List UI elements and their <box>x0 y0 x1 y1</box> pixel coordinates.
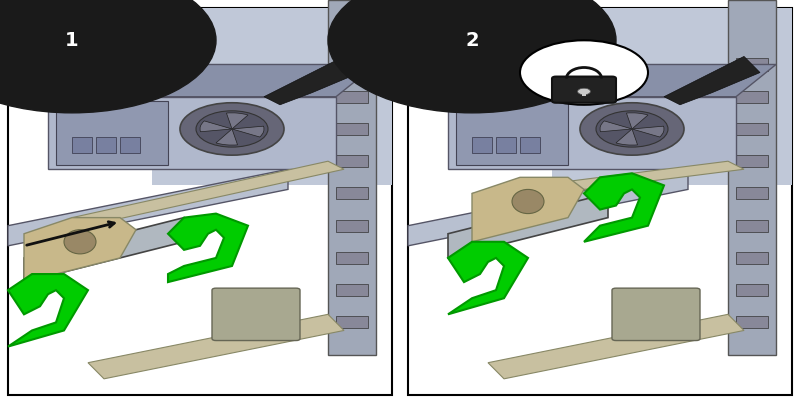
Wedge shape <box>200 121 232 132</box>
FancyBboxPatch shape <box>56 101 168 165</box>
Polygon shape <box>168 214 248 282</box>
FancyBboxPatch shape <box>96 137 116 153</box>
FancyBboxPatch shape <box>736 155 768 167</box>
Ellipse shape <box>64 230 96 254</box>
Polygon shape <box>472 161 744 202</box>
FancyBboxPatch shape <box>582 91 586 96</box>
Circle shape <box>578 88 590 95</box>
Polygon shape <box>408 169 688 246</box>
Polygon shape <box>72 161 344 226</box>
FancyBboxPatch shape <box>736 284 768 296</box>
FancyBboxPatch shape <box>328 0 376 355</box>
Wedge shape <box>626 113 648 129</box>
Circle shape <box>328 0 616 113</box>
Polygon shape <box>264 56 360 105</box>
Text: 2: 2 <box>465 31 479 50</box>
Polygon shape <box>448 242 528 314</box>
Polygon shape <box>488 314 744 379</box>
FancyBboxPatch shape <box>736 91 768 103</box>
FancyBboxPatch shape <box>72 137 92 153</box>
Wedge shape <box>226 113 248 129</box>
FancyBboxPatch shape <box>120 137 140 153</box>
FancyBboxPatch shape <box>336 252 368 264</box>
FancyBboxPatch shape <box>336 316 368 328</box>
FancyBboxPatch shape <box>736 187 768 199</box>
Circle shape <box>196 111 268 147</box>
Polygon shape <box>448 64 776 97</box>
Polygon shape <box>8 169 288 246</box>
Text: 1: 1 <box>65 31 79 50</box>
FancyBboxPatch shape <box>728 0 776 355</box>
FancyBboxPatch shape <box>496 137 516 153</box>
FancyBboxPatch shape <box>448 97 736 169</box>
FancyBboxPatch shape <box>8 8 392 395</box>
Circle shape <box>0 0 216 113</box>
FancyBboxPatch shape <box>552 8 792 185</box>
Polygon shape <box>8 274 88 347</box>
FancyBboxPatch shape <box>408 8 792 395</box>
Circle shape <box>596 111 668 147</box>
FancyBboxPatch shape <box>736 220 768 232</box>
FancyBboxPatch shape <box>152 8 392 185</box>
Polygon shape <box>584 173 664 242</box>
FancyBboxPatch shape <box>336 123 368 135</box>
Polygon shape <box>664 56 760 105</box>
Circle shape <box>180 103 284 155</box>
Polygon shape <box>48 64 376 97</box>
Wedge shape <box>600 121 632 132</box>
FancyBboxPatch shape <box>336 284 368 296</box>
FancyBboxPatch shape <box>472 137 492 153</box>
Polygon shape <box>88 314 344 379</box>
FancyBboxPatch shape <box>736 123 768 135</box>
Wedge shape <box>216 129 238 145</box>
FancyBboxPatch shape <box>736 58 768 71</box>
Wedge shape <box>616 129 638 145</box>
FancyBboxPatch shape <box>456 101 568 165</box>
FancyBboxPatch shape <box>336 58 368 71</box>
FancyBboxPatch shape <box>336 155 368 167</box>
FancyBboxPatch shape <box>336 91 368 103</box>
Polygon shape <box>24 218 136 282</box>
FancyBboxPatch shape <box>520 137 540 153</box>
FancyBboxPatch shape <box>612 288 700 341</box>
Polygon shape <box>448 193 608 258</box>
Ellipse shape <box>512 189 544 214</box>
FancyBboxPatch shape <box>736 316 768 328</box>
FancyBboxPatch shape <box>736 252 768 264</box>
Circle shape <box>520 40 648 105</box>
Circle shape <box>580 103 684 155</box>
Polygon shape <box>472 177 584 242</box>
FancyBboxPatch shape <box>552 77 616 103</box>
Wedge shape <box>632 126 664 137</box>
FancyBboxPatch shape <box>212 288 300 341</box>
FancyBboxPatch shape <box>336 220 368 232</box>
FancyBboxPatch shape <box>48 97 336 169</box>
Wedge shape <box>232 126 264 137</box>
Polygon shape <box>24 218 184 282</box>
FancyBboxPatch shape <box>336 187 368 199</box>
